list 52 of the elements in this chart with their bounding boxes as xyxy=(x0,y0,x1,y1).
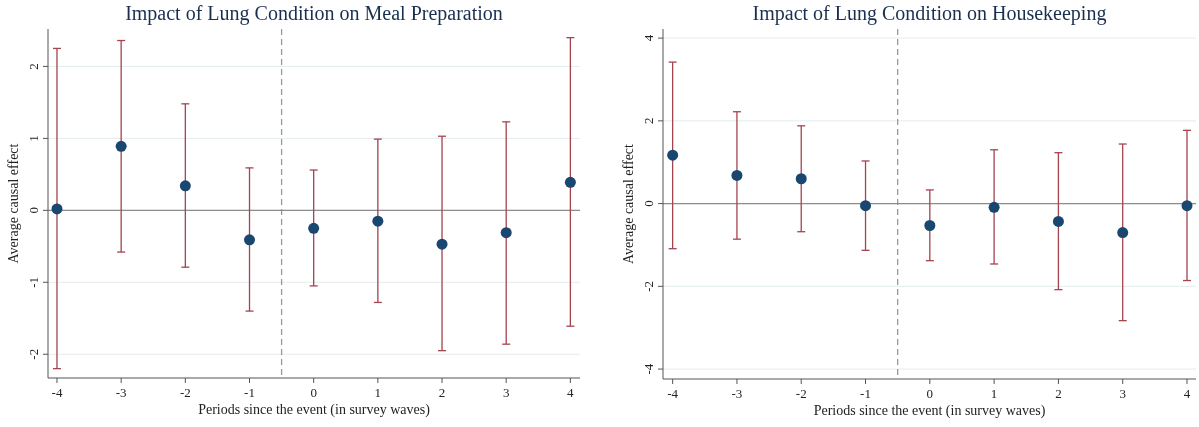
y-axis-title: Average causal effect xyxy=(621,143,636,264)
chart-title: Impact of Lung Condition on Meal Preparation xyxy=(125,2,503,25)
x-tick-label: 3 xyxy=(1119,386,1126,401)
x-tick-label: -3 xyxy=(731,386,743,401)
y-tick-label: 4 xyxy=(641,34,656,42)
x-tick-label: 2 xyxy=(1055,386,1062,401)
point xyxy=(924,220,936,232)
point xyxy=(115,140,127,152)
x-axis-title: Periods since the event (in survey waves) xyxy=(198,402,431,418)
x-tick-label: -1 xyxy=(244,385,255,400)
y-tick-label: -2 xyxy=(26,348,41,360)
x-tick-label: 1 xyxy=(374,385,382,400)
point xyxy=(564,176,576,188)
point xyxy=(1117,227,1129,239)
y-tick-label: -1 xyxy=(26,276,41,288)
y-tick-label: -2 xyxy=(641,280,656,292)
x-tick-label: -1 xyxy=(860,386,871,401)
point xyxy=(1181,200,1193,212)
point xyxy=(372,215,384,227)
x-tick-label: -3 xyxy=(115,385,127,400)
point xyxy=(179,180,191,192)
point xyxy=(860,200,872,212)
y-tick-label: 0 xyxy=(26,207,41,214)
x-tick-label: -2 xyxy=(179,385,191,400)
x-tick-label: -4 xyxy=(667,386,679,401)
y-tick-label: 0 xyxy=(641,200,656,207)
point xyxy=(500,227,512,239)
point xyxy=(988,201,1000,213)
x-tick-label: 4 xyxy=(567,385,575,400)
x-tick-label: 0 xyxy=(926,386,934,401)
y-axis-title: Average causal effect xyxy=(6,143,21,264)
x-tick-label: 2 xyxy=(438,385,446,400)
x-tick-label: -2 xyxy=(795,386,807,401)
x-tick-label: 0 xyxy=(310,385,317,400)
y-tick-label: 2 xyxy=(26,63,41,70)
point xyxy=(51,203,63,215)
x-tick-label: -4 xyxy=(51,385,63,400)
x-axis-title: Periods since the event (in survey waves) xyxy=(813,403,1046,419)
y-tick-label: 1 xyxy=(26,135,41,142)
point xyxy=(244,234,256,246)
point xyxy=(731,169,743,181)
point xyxy=(1052,215,1064,227)
point xyxy=(667,149,679,161)
y-tick-label: 2 xyxy=(641,117,656,125)
chart-title: Impact of Lung Condition on Housekeeping xyxy=(752,2,1107,25)
y-tick-label: -4 xyxy=(641,363,656,375)
point xyxy=(308,222,320,234)
x-tick-label: 3 xyxy=(502,385,510,400)
x-tick-label: 1 xyxy=(990,386,998,401)
point xyxy=(795,173,807,185)
point xyxy=(436,238,448,250)
x-tick-label: 4 xyxy=(1183,386,1191,401)
